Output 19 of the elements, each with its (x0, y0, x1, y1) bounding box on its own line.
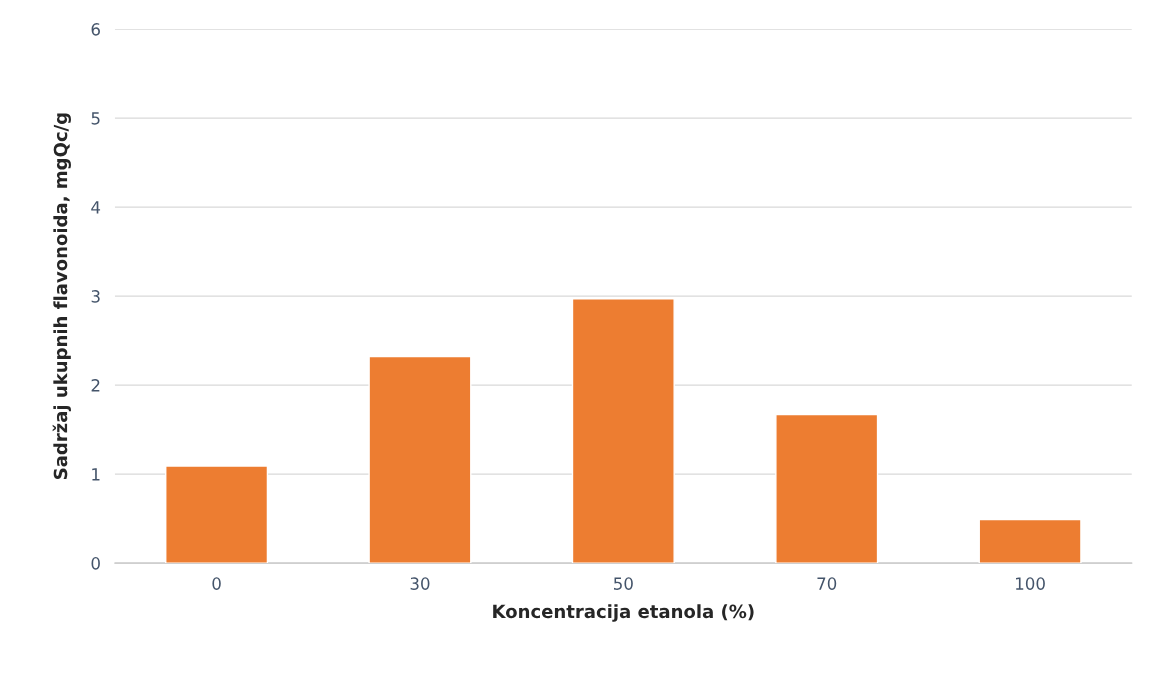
x-axis-title: Koncentracija etanola (%) (493, 604, 754, 622)
x-tick-label: 100 (1016, 577, 1045, 590)
x-tick-label: 30 (410, 577, 430, 590)
y-tick-label: 4 (91, 201, 101, 214)
x-tick-label: 50 (614, 577, 633, 590)
y-tick-label: 6 (91, 23, 100, 36)
y-tick-label: 2 (91, 379, 100, 392)
y-tick-label: 1 (92, 468, 100, 481)
y-axis-title: Sadržaj ukupnih flavonoida, mgQc/g (52, 113, 71, 479)
y-tick-label: 3 (91, 290, 100, 303)
x-tick-label: 70 (817, 577, 837, 590)
bar (165, 465, 269, 564)
bar (571, 298, 675, 564)
bar (978, 518, 1082, 564)
y-tick-label: 0 (91, 557, 100, 570)
x-tick-label: 0 (212, 577, 221, 590)
bar (775, 413, 879, 564)
bar (368, 355, 472, 564)
y-tick-label: 5 (91, 112, 100, 125)
